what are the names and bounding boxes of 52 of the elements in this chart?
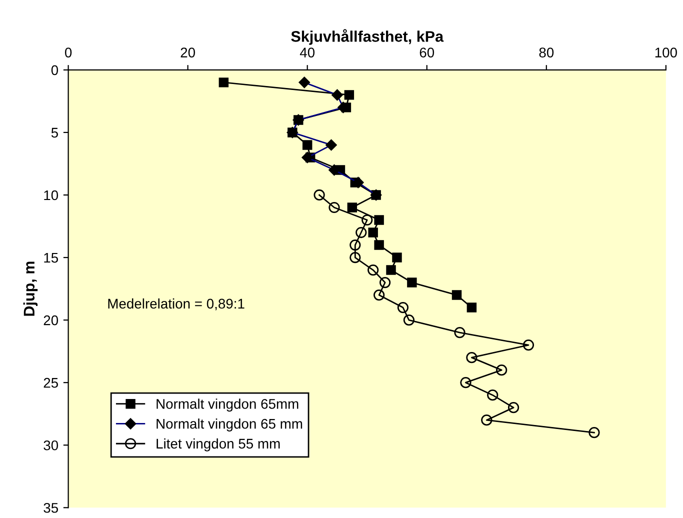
point (522, 340, 534, 351)
point (386, 265, 396, 275)
legend-label: Normalt vingdon 65mm (156, 398, 298, 412)
point (368, 264, 379, 276)
point (508, 402, 520, 414)
y-axis-title: Djup, m (23, 262, 38, 316)
point (379, 276, 391, 288)
point (496, 364, 508, 376)
y-tick-label: 15 (44, 252, 58, 263)
point (368, 228, 378, 238)
point (466, 302, 477, 312)
point (588, 427, 600, 438)
x-tick-label: 100 (655, 48, 677, 58)
point (328, 202, 340, 214)
legend-label: Litet vingdon 55 mm (156, 438, 280, 452)
legend-label: Normalt vingdon 65 mm (156, 418, 302, 432)
point (397, 302, 409, 314)
y-tick-label: 0 (51, 65, 58, 76)
y-tick-label: 35 (44, 502, 58, 513)
point (347, 202, 358, 212)
point (466, 352, 478, 364)
point (460, 377, 472, 388)
point (218, 78, 229, 88)
point (362, 214, 373, 226)
point (356, 226, 367, 238)
point (392, 252, 402, 262)
x-axis-title: Skjuvhållfasthet, kPa (291, 29, 444, 45)
point (487, 390, 498, 401)
x-tick-label: 20 (180, 48, 196, 58)
point (350, 239, 361, 251)
point (374, 240, 384, 250)
point (350, 252, 361, 264)
point (403, 314, 414, 326)
x-tick-label: 60 (420, 48, 434, 58)
y-tick-label: 25 (44, 378, 58, 388)
point (374, 289, 385, 301)
point (302, 140, 312, 150)
x-tick-label: 80 (539, 48, 554, 58)
y-tick-label: 30 (44, 440, 58, 450)
point (481, 414, 492, 426)
point (407, 278, 417, 288)
point (314, 189, 325, 201)
y-tick-label: 5 (51, 128, 58, 138)
x-tick-label: 0 (64, 48, 72, 58)
annotation: Medelrelation = 0,89:1 (108, 298, 244, 310)
y-tick-label: 20 (44, 315, 58, 326)
point (344, 90, 354, 100)
point (454, 327, 466, 338)
point (452, 290, 462, 300)
point (374, 215, 384, 225)
y-tick-label: 10 (44, 190, 58, 200)
x-tick-label: 40 (300, 48, 315, 58)
